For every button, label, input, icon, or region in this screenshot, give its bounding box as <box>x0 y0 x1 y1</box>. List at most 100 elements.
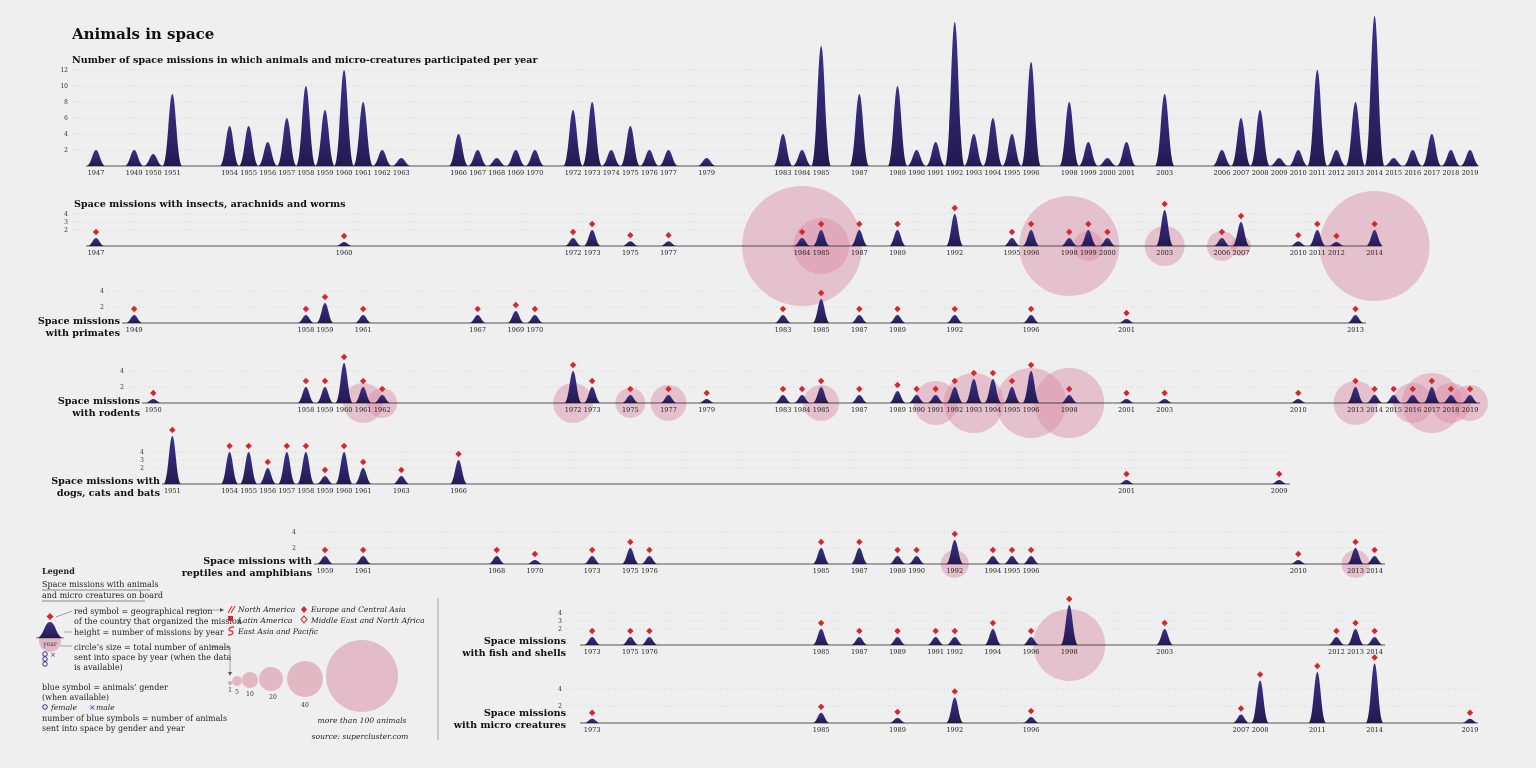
region-marker <box>1295 232 1302 239</box>
region-marker <box>1027 305 1035 313</box>
year-label: 1959 <box>317 326 334 334</box>
region-marker <box>1123 389 1130 397</box>
year-label: 1973 <box>584 249 601 257</box>
year-label: 2001 <box>1118 487 1135 495</box>
mission-peak <box>1365 637 1384 645</box>
region-marker <box>970 369 978 377</box>
size-circle-5 <box>232 676 242 686</box>
region-marker <box>894 546 901 554</box>
mission-peak <box>564 238 583 246</box>
region-marker <box>1027 627 1035 635</box>
mission-peak <box>239 452 258 484</box>
year-label: 1961 <box>355 567 372 575</box>
year-label: 1993 <box>965 406 982 414</box>
year-label: 2000 <box>1099 249 1116 257</box>
mission-peak <box>583 718 602 723</box>
year-label: 1968 <box>488 567 505 575</box>
mission-peak <box>582 102 603 166</box>
chart-total: 2 4 6 8 10 12 1947 1949 1950 1951 1954 1955 1956 1957… <box>60 16 1480 177</box>
year-label: 2003 <box>1156 169 1173 177</box>
year-label: 1959 <box>317 169 334 177</box>
year-label: 1975 <box>622 567 639 575</box>
mission-peak <box>163 436 182 484</box>
size-label-40: 40 <box>301 702 309 709</box>
year-label: 2010 <box>1290 567 1307 575</box>
chart-insects: 234 1947 1960 1972 1973 1975 1977 1984 1985 1987 1… <box>64 200 1384 257</box>
y-tick-label: 4 <box>64 211 68 218</box>
mission-peak <box>621 241 640 246</box>
year-label: 1975 <box>622 648 639 656</box>
mission-peak <box>1288 150 1309 166</box>
year-label: 1992 <box>946 648 963 656</box>
region-marker <box>856 538 863 546</box>
mission-peak <box>486 158 507 166</box>
chart-title-primates-2: with primates <box>45 328 120 339</box>
region-marker <box>894 220 901 228</box>
year-label: 1989 <box>889 249 906 257</box>
year-label: 1995 <box>1004 169 1021 177</box>
mission-peak <box>1003 556 1021 564</box>
mission-peak <box>812 548 831 564</box>
mission-peak <box>945 637 964 645</box>
year-label: 1975 <box>622 249 639 257</box>
legend-circle-3: is available) <box>74 663 123 672</box>
year-label: 1968 <box>488 169 505 177</box>
bubbles-layer <box>343 186 1488 681</box>
mission-peak <box>982 118 1003 166</box>
region-marker <box>169 426 176 434</box>
region-middle-east: Middle East and North Africa <box>310 616 425 625</box>
mission-peak <box>793 238 812 246</box>
year-label: 1987 <box>851 648 868 656</box>
chart-title-dogs-1: Space missions with <box>51 476 160 487</box>
mission-peak <box>945 214 964 246</box>
mission-peak <box>850 637 869 645</box>
mission-peak <box>125 315 144 323</box>
region-marker <box>989 619 997 627</box>
mission-peak <box>1232 714 1250 723</box>
region-marker <box>951 377 958 385</box>
region-europe: Europe and Central Asia <box>310 605 406 614</box>
year-label: 1961 <box>355 326 372 334</box>
mission-peak <box>1117 319 1136 323</box>
year-label: 1992 <box>946 726 963 734</box>
year-label: 1961 <box>355 406 372 414</box>
mission-peak <box>945 387 964 403</box>
mission-peak <box>449 460 468 484</box>
size-label-10: 10 <box>246 691 254 698</box>
year-label: 1985 <box>813 567 830 575</box>
mission-peak <box>812 299 831 323</box>
mission-peak <box>1270 480 1289 484</box>
y-tick-label: 4 <box>100 288 104 295</box>
size-circle-40 <box>287 661 323 697</box>
mission-peak <box>316 303 334 323</box>
mission-peak <box>316 556 334 564</box>
year-label: 1983 <box>775 406 792 414</box>
mission-peak <box>906 150 927 166</box>
mission-peak <box>621 395 640 403</box>
legend-number-1: number of blue symbols = number of anima… <box>42 714 227 723</box>
year-label: 1984 <box>794 249 811 257</box>
year-label: 1958 <box>298 169 315 177</box>
mission-peak <box>963 134 984 166</box>
chart-fish: 234 1973 1975 1976 1985 1987 1989 1991 1992 1994 1… <box>558 595 1385 656</box>
year-label: 1976 <box>641 169 658 177</box>
year-label: 1990 <box>908 406 925 414</box>
mission-peak <box>1251 680 1270 723</box>
year-label: 2018 <box>1443 406 1460 414</box>
mission-peak <box>812 230 831 246</box>
region-marker <box>627 385 634 393</box>
mission-peak <box>888 717 907 723</box>
mission-peak <box>812 712 831 723</box>
mission-peak <box>925 142 946 166</box>
mission-peak <box>812 387 831 403</box>
mission-peak <box>1231 118 1251 166</box>
mission-peak <box>505 150 526 166</box>
year-label: 2001 <box>1118 326 1135 334</box>
mission-peak <box>335 363 354 403</box>
year-label: 1995 <box>1004 406 1021 414</box>
year-label: 1995 <box>1004 249 1021 257</box>
year-label: 2015 <box>1385 406 1402 414</box>
legend-title: Legend <box>42 566 75 576</box>
y-tick-label: 2 <box>140 465 144 472</box>
year-label: 2019 <box>1462 726 1479 734</box>
